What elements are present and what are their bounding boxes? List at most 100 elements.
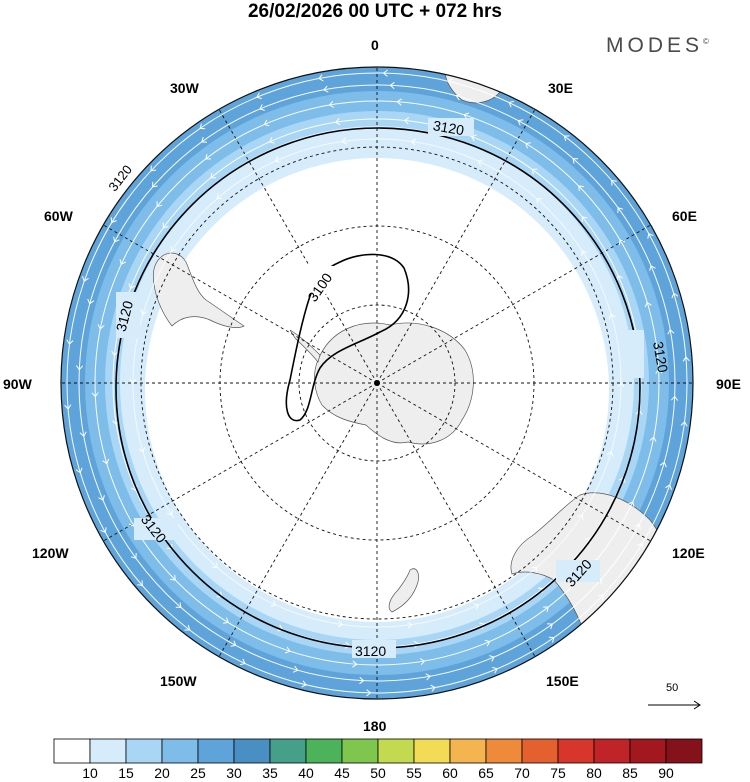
streamline-arrow xyxy=(110,217,117,224)
lon-label-150e: 150E xyxy=(546,673,579,689)
streamline-arrow xyxy=(352,660,358,668)
streamline-arrow xyxy=(64,404,72,410)
lon-label-120w: 120W xyxy=(32,545,69,561)
streamline-arrow xyxy=(670,395,679,401)
modes-logo: MODES© xyxy=(606,34,709,58)
streamline-arrow xyxy=(606,450,614,457)
streamline-arrow xyxy=(366,689,372,697)
streamline-arrow xyxy=(563,135,570,142)
streamline-arrow xyxy=(597,594,604,601)
streamline-arrow xyxy=(270,600,277,607)
colorbar-tick-label: 50 xyxy=(370,765,386,781)
streamline-arrow xyxy=(616,274,623,281)
streamline-arrow xyxy=(239,658,246,666)
streamline-arrow xyxy=(671,292,679,299)
lon-label-30w: 30W xyxy=(170,80,200,96)
colorbar-tick-label: 70 xyxy=(514,765,530,781)
streamline-arrow xyxy=(102,458,110,465)
colorbar-swatch xyxy=(341,738,379,764)
lon-label-180: 180 xyxy=(363,718,387,734)
streamline-arrow xyxy=(585,537,592,544)
streamline-arrow xyxy=(138,446,146,453)
meridian-line xyxy=(376,382,651,542)
colorbar-swatch xyxy=(269,738,307,764)
colorbar-swatch xyxy=(161,738,199,764)
streamline-arrow xyxy=(175,602,182,608)
streamline-arrow xyxy=(113,236,120,243)
streamline-arrow xyxy=(536,198,542,204)
streamline-arrow xyxy=(410,138,417,146)
streamline-arrow xyxy=(618,239,626,246)
streamline-arrow xyxy=(531,566,538,573)
streamline-arrow xyxy=(649,436,657,442)
colorbar-tick-label: 40 xyxy=(298,765,314,781)
streamline-arrow xyxy=(455,93,462,101)
colorbar-swatch xyxy=(521,738,559,764)
streamline-arrow xyxy=(430,684,436,692)
map-boundary xyxy=(60,66,694,700)
colorbar-tick-label: 35 xyxy=(262,765,278,781)
streamline-arrow xyxy=(341,137,347,145)
streamline-arrow xyxy=(617,207,624,214)
colorbar-tick-label: 30 xyxy=(226,765,242,781)
streamline-arrow xyxy=(655,368,663,374)
streamline-arrow xyxy=(166,509,173,516)
colorbar-tick-label: 80 xyxy=(586,765,602,781)
colorbar-swatch xyxy=(557,738,595,764)
streamline-arrow xyxy=(87,298,95,305)
colorbar-swatch xyxy=(53,738,91,764)
streamline-arrow xyxy=(284,646,291,654)
streamline-arrow xyxy=(644,301,652,308)
colorbar-tick-label: 55 xyxy=(406,765,422,781)
reference-vector xyxy=(648,700,701,710)
streamline-arrow xyxy=(130,552,137,559)
meridian-line xyxy=(218,109,378,384)
streamline-arrow xyxy=(268,137,275,144)
south-america xyxy=(152,252,245,328)
colorbar-tick-label: 90 xyxy=(658,765,674,781)
lon-label-60e: 60E xyxy=(672,208,697,224)
meridian-line xyxy=(103,224,378,384)
streamline-arrow xyxy=(162,222,169,229)
streamline-arrow xyxy=(611,179,617,186)
south-pole xyxy=(374,380,380,386)
streamline-arrow xyxy=(581,216,588,222)
contour-label: 3120 xyxy=(113,299,137,333)
streamline-arrow xyxy=(517,119,524,126)
colorbar-tick-label: 25 xyxy=(190,765,206,781)
streamline-arrow xyxy=(634,523,641,530)
streamline-arrow xyxy=(665,484,672,490)
colorbar-swatch xyxy=(197,738,235,764)
streamline-arrow xyxy=(98,495,105,501)
streamline-arrow xyxy=(318,74,324,82)
streamline xyxy=(66,72,688,694)
streamline-arrow xyxy=(323,85,329,93)
streamline-arrow xyxy=(389,81,395,90)
contour-label: 3120 xyxy=(650,340,671,374)
streamline-arrow xyxy=(100,527,107,533)
colorbar-swatch xyxy=(89,738,127,764)
streamline-arrow xyxy=(337,620,344,628)
streamline-arrow xyxy=(489,655,495,662)
streamline-arrow xyxy=(97,324,105,330)
streamline-arrow xyxy=(201,136,208,143)
streamline-arrow xyxy=(649,265,656,271)
streamline-arrow xyxy=(79,431,87,437)
streamline-arrow xyxy=(359,676,365,685)
streamline-arrow xyxy=(477,159,484,166)
streamline-arrow xyxy=(680,421,688,427)
streamline-arrow xyxy=(328,100,335,108)
lon-label-60w: 60W xyxy=(44,208,74,224)
streamline-arrow xyxy=(91,392,99,398)
colorbar-swatch xyxy=(377,738,415,764)
streamline-arrow xyxy=(548,636,555,643)
lon-label-90e: 90E xyxy=(716,376,741,392)
streamline-arrow xyxy=(479,622,486,629)
streamline-arrow xyxy=(184,624,191,631)
colorbar-swatch xyxy=(305,738,343,764)
reference-vector-label: 50 xyxy=(666,682,679,694)
streamline-arrow xyxy=(66,339,74,345)
colorbar-tick-label: 85 xyxy=(622,765,638,781)
streamline-arrow xyxy=(263,119,270,127)
streamline-arrow xyxy=(525,142,531,149)
